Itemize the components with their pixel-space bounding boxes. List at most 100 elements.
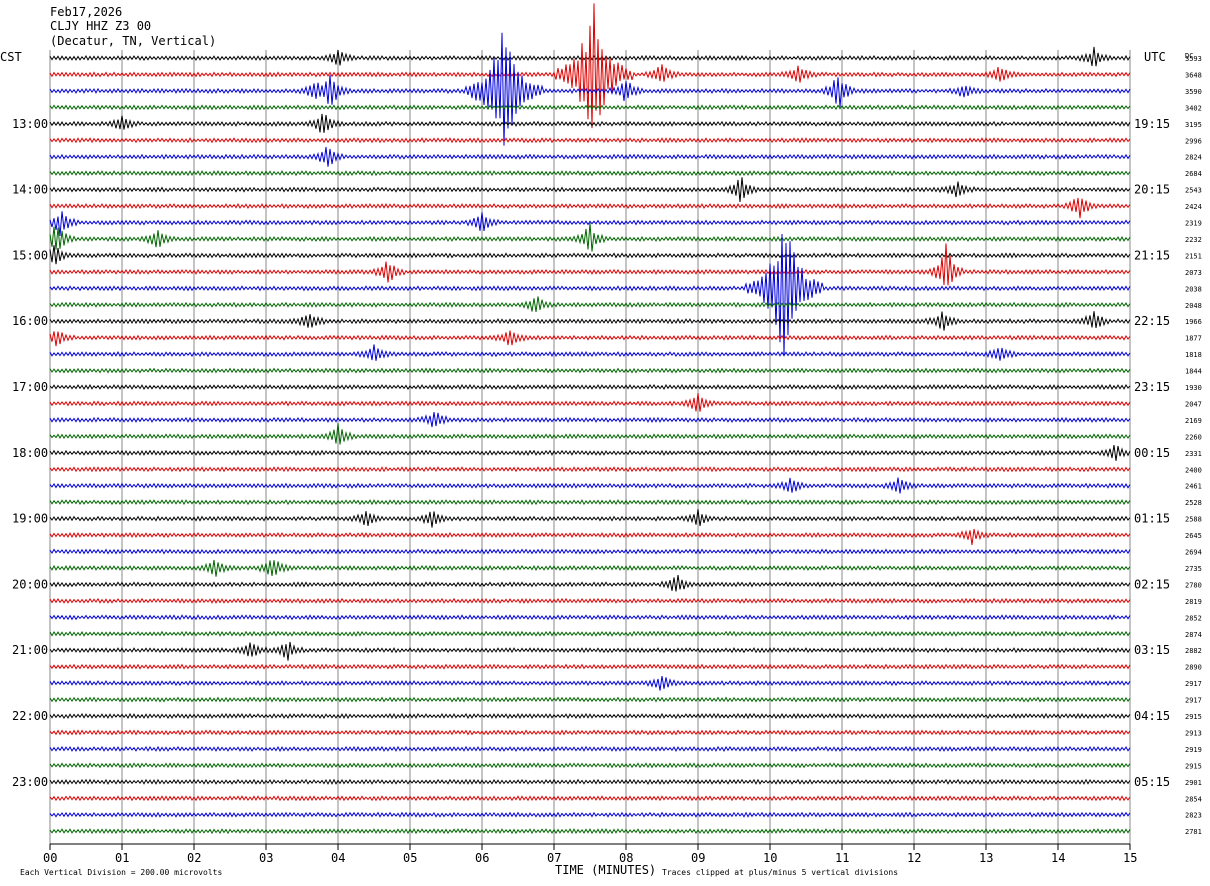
left-hour-label: 16:00	[12, 314, 48, 328]
dc-value: 2319	[1185, 220, 1202, 228]
date-label: Feb17,2026	[50, 5, 122, 19]
left-hour-label: 18:00	[12, 446, 48, 460]
dc-value: 2048	[1185, 302, 1202, 310]
trace-line	[49, 795, 1131, 802]
x-tick-label: 07	[547, 851, 561, 865]
trace-line	[49, 663, 1131, 670]
trace-line	[49, 32, 1131, 146]
dc-value: 2684	[1185, 170, 1202, 178]
dc-value: 2919	[1185, 746, 1202, 754]
trace-line	[49, 445, 1131, 461]
x-tick-label: 01	[115, 851, 129, 865]
x-tick-label: 06	[475, 851, 489, 865]
trace-line	[49, 211, 1131, 237]
dc-value: 2169	[1185, 417, 1202, 425]
dc-value: 1966	[1185, 318, 1202, 326]
trace-line	[49, 393, 1131, 412]
dc-value: 2915	[1185, 713, 1202, 721]
dc-value: 1844	[1185, 368, 1202, 376]
right-timezone-label: UTC	[1144, 50, 1166, 64]
trace-line	[49, 311, 1131, 331]
right-hour-label: 23:15	[1134, 380, 1170, 394]
trace-line	[49, 383, 1131, 391]
dc-label: DC	[1185, 52, 1193, 60]
dc-value: 2917	[1185, 697, 1202, 705]
dc-value: 3402	[1185, 104, 1202, 112]
x-tick-label: 03	[259, 851, 273, 865]
trace-line	[49, 762, 1131, 769]
trace-line	[49, 46, 1131, 67]
dc-value: 2917	[1185, 680, 1202, 688]
dc-value: 2824	[1185, 154, 1202, 162]
trace-line	[49, 778, 1131, 785]
left-hour-label: 15:00	[12, 248, 48, 262]
dc-value: 2915	[1185, 762, 1202, 770]
x-tick-label: 04	[331, 851, 345, 865]
x-tick-label: 11	[835, 851, 849, 865]
dc-value: 2854	[1185, 795, 1202, 803]
trace-line	[49, 696, 1131, 703]
x-tick-label: 13	[979, 851, 993, 865]
dc-value: 2151	[1185, 252, 1202, 260]
trace-line	[49, 559, 1131, 577]
dc-value: 2543	[1185, 187, 1202, 195]
x-tick-label: 12	[907, 851, 921, 865]
x-axis-ticks: 00 01 02 03 04 05 06 07 08 09 10 11 12 13 14 15	[43, 844, 1137, 865]
dc-value: 1930	[1185, 384, 1202, 392]
dc-value: 2913	[1185, 729, 1202, 737]
left-hour-label: 13:00	[12, 117, 48, 131]
trace-line	[49, 641, 1131, 661]
right-hour-label: 04:15	[1134, 709, 1170, 723]
dc-value: 2400	[1185, 466, 1202, 474]
dc-value: 2331	[1185, 450, 1202, 458]
dc-value: 2528	[1185, 499, 1202, 507]
dc-value: 3593	[1185, 55, 1202, 63]
right-hour-label: 22:15	[1134, 314, 1170, 328]
trace-line	[49, 245, 1131, 265]
right-hour-label: 00:15	[1134, 446, 1170, 460]
trace-line	[49, 676, 1131, 691]
trace-line	[49, 170, 1131, 177]
x-tick-label: 10	[763, 851, 777, 865]
left-hour-label: 19:00	[12, 512, 48, 526]
footer-left-note: Each Vertical Division = 200.00 microvol…	[20, 868, 222, 877]
grid-lines	[49, 50, 1131, 844]
dc-value: 3590	[1185, 88, 1202, 96]
left-hour-label: 17:00	[12, 380, 48, 394]
dc-value: 2073	[1185, 269, 1202, 277]
trace-line	[49, 330, 1131, 347]
trace-line	[49, 233, 1131, 357]
right-hour-label: 03:15	[1134, 643, 1170, 657]
left-timezone-label: CST	[0, 50, 22, 64]
x-tick-label: 15	[1123, 851, 1137, 865]
left-hour-label: 22:00	[12, 709, 48, 723]
dc-value: 1818	[1185, 351, 1202, 359]
x-tick-label: 08	[619, 851, 633, 865]
location-label: (Decatur, TN, Vertical)	[50, 34, 216, 48]
dc-value: 2232	[1185, 236, 1202, 244]
x-tick-label: 02	[187, 851, 201, 865]
trace-line	[49, 597, 1131, 604]
dc-value: 2260	[1185, 433, 1202, 441]
trace-line	[49, 3, 1131, 129]
right-hour-labels: 19:15 20:15 21:15 22:15 23:15 00:15 01:15 02:15…	[1134, 117, 1170, 789]
trace-line	[49, 828, 1131, 835]
dc-value: 3195	[1185, 121, 1202, 129]
dc-value: 2780	[1185, 581, 1202, 589]
trace-line	[49, 423, 1131, 445]
trace-line	[49, 113, 1131, 133]
right-hour-label: 20:15	[1134, 183, 1170, 197]
right-hour-label: 05:15	[1134, 775, 1170, 789]
trace-line	[49, 412, 1131, 428]
right-hour-label: 19:15	[1134, 117, 1170, 131]
trace-line	[49, 137, 1131, 144]
footer-right-note: Traces clipped at plus/minus 5 vertical …	[662, 868, 898, 877]
x-tick-label: 05	[403, 851, 417, 865]
right-hour-label: 02:15	[1134, 577, 1170, 591]
trace-line	[49, 712, 1131, 720]
dc-value: 2645	[1185, 532, 1202, 540]
dc-value: 2424	[1185, 203, 1202, 211]
left-hour-labels: 13:00 14:00 15:00 16:00 17:00 18:00 19:00 20:00…	[12, 117, 48, 789]
left-hour-label: 23:00	[12, 775, 48, 789]
dc-value: 3648	[1185, 71, 1202, 79]
